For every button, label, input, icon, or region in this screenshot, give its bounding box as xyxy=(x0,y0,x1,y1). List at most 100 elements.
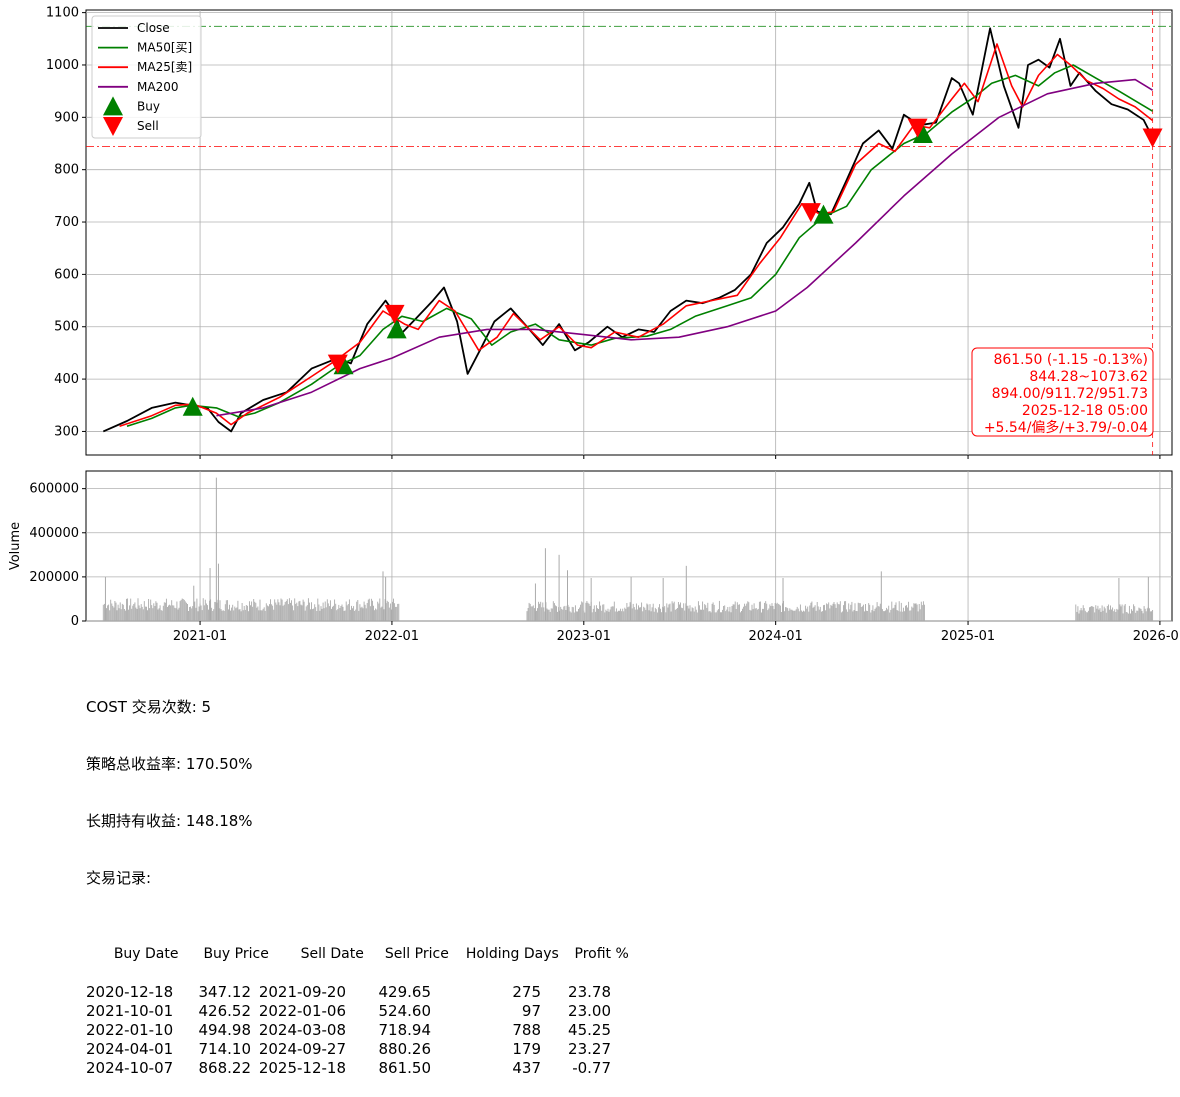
legend-label: MA200 xyxy=(137,80,178,94)
legend-swatch xyxy=(103,96,123,116)
buy-marker xyxy=(386,319,407,339)
trade-cell-buy-date: 2024-10-07 xyxy=(86,1059,174,1077)
header-profit: Profit % xyxy=(574,946,629,962)
buy-marker xyxy=(182,396,203,416)
header-holding-days: Holding Days xyxy=(465,946,559,962)
trade-cell-buy-date: 2021-10-01 xyxy=(86,1002,174,1020)
legend-label: MA50[买] xyxy=(137,41,192,55)
price-panel: 300 400 500 600 700 800 900 1000 1100 Close MA50[… xyxy=(46,6,1173,459)
price-annotation: 861.50 (-1.15 -0.13%)844.28~1073.62894.0… xyxy=(971,347,1154,437)
sell-marker xyxy=(1142,128,1163,148)
price-y-tick-label: 800 xyxy=(54,163,79,178)
annotation-line: 861.50 (-1.15 -0.13%) xyxy=(993,352,1148,368)
price-y-tick-label: 1100 xyxy=(46,6,79,21)
volume-y-axis: 0 200000 400000 600000 xyxy=(29,482,86,629)
price-y-axis: 300 400 500 600 700 800 900 1000 1100 xyxy=(46,6,86,439)
trade-cell-profit: -0.77 xyxy=(572,1059,611,1077)
volume-x-tick-label: 2025-01 xyxy=(941,629,995,644)
trade-cell-holding-days: 179 xyxy=(512,1040,541,1058)
trade-cell-holding-days: 97 xyxy=(521,1002,541,1020)
volume-y-tick-label: 200000 xyxy=(29,570,79,585)
trade-row: 2021-10-01 426.52 2022-01-06 524.60 97 23.00 xyxy=(86,1002,629,1021)
annotation-line: 844.28~1073.62 xyxy=(1029,369,1148,385)
trade-cell-buy-date: 2024-04-01 xyxy=(86,1040,174,1058)
trade-markers xyxy=(182,118,1163,416)
trade-table-body: 2020-12-18 347.12 2021-09-20 429.65 275 23.78… xyxy=(86,983,629,1078)
legend-label: MA25[卖] xyxy=(137,60,192,74)
header-sell-price: Sell Price xyxy=(384,946,449,962)
trade-count: COST 交易次数: 5 xyxy=(86,698,212,716)
volume-y-tick-label: 400000 xyxy=(29,526,79,541)
price-y-tick-label: 700 xyxy=(54,215,79,230)
legend-label: Close xyxy=(137,21,170,35)
volume-x-tick-label: 2023-01 xyxy=(557,629,611,644)
trade-cell-buy-price: 347.12 xyxy=(198,983,252,1001)
header-buy-date: Buy Date xyxy=(113,946,179,962)
buy-marker xyxy=(912,123,933,143)
trade-cell-profit: 23.00 xyxy=(568,1002,611,1020)
trade-cell-buy-date: 2022-01-10 xyxy=(86,1021,174,1039)
price-x-ticks xyxy=(199,455,1161,459)
trade-cell-buy-price: 714.10 xyxy=(198,1040,252,1058)
series-line-ma200 xyxy=(216,78,1154,417)
legend-box xyxy=(91,15,202,139)
buy-hold-return: 长期持有收益: 148.18% xyxy=(86,812,253,830)
trade-cell-profit: 23.27 xyxy=(568,1040,611,1058)
annotation-line: +5.54/偏多/+3.79/-0.04 xyxy=(984,419,1148,436)
header-sell-date: Sell Date xyxy=(300,946,364,962)
trade-cell-holding-days: 437 xyxy=(512,1059,541,1077)
trade-cell-buy-price: 494.98 xyxy=(198,1021,252,1039)
price-y-tick-label: 600 xyxy=(54,267,79,282)
annotation-line: 2025-12-18 05:00 xyxy=(1022,403,1148,419)
price-series xyxy=(102,27,1154,433)
trade-cell-sell-date: 2024-09-27 xyxy=(258,1040,346,1058)
trade-cell-buy-price: 426.52 xyxy=(198,1002,252,1020)
legend: Close MA50[买] MA25[卖] MA200 Buy Sell xyxy=(91,15,202,139)
price-panel-frame xyxy=(85,9,1173,456)
trade-cell-holding-days: 788 xyxy=(512,1021,541,1039)
price-y-tick-label: 400 xyxy=(54,372,79,387)
volume-y-tick-label: 0 xyxy=(71,614,79,629)
sell-marker xyxy=(800,203,821,223)
trade-cell-profit: 45.25 xyxy=(568,1021,611,1039)
trade-log-title: 交易记录: xyxy=(86,869,152,887)
trade-cell-buy-date: 2020-12-18 xyxy=(86,983,174,1001)
volume-x-tick-label: 2024-01 xyxy=(748,629,802,644)
trade-cell-sell-price: 524.60 xyxy=(378,1002,432,1020)
trade-row: 2024-04-01 714.10 2024-09-27 880.26 179 23.27 xyxy=(86,1040,629,1059)
trade-summary: COST 交易次数: 5 策略总收益率: 170.50% 长期持有收益: 148… xyxy=(86,660,629,1097)
trade-cell-buy-price: 868.22 xyxy=(198,1059,252,1077)
volume-axis-label: Volume xyxy=(8,522,23,570)
volume-grid xyxy=(86,471,1172,622)
volume-panel-frame xyxy=(85,470,1173,622)
sell-marker xyxy=(907,118,928,138)
series-line-ma25 xyxy=(119,43,1154,427)
price-y-tick-label: 500 xyxy=(54,320,79,335)
trade-row: 2022-01-10 494.98 2024-03-08 718.94 788 45.25 xyxy=(86,1021,629,1040)
trade-row: 2020-12-18 347.12 2021-09-20 429.65 275 23.78 xyxy=(86,983,629,1002)
trade-cell-sell-date: 2022-01-06 xyxy=(258,1002,346,1020)
trade-cell-sell-date: 2025-12-18 xyxy=(258,1059,346,1077)
volume-y-tick-label: 600000 xyxy=(29,482,79,497)
trade-cell-sell-price: 718.94 xyxy=(378,1021,432,1039)
series-line-close xyxy=(102,27,1154,433)
price-volume-chart: 300 400 500 600 700 800 900 1000 1100 Close MA50[… xyxy=(8,6,1180,644)
legend-swatch xyxy=(103,117,123,136)
series-line-ma50 xyxy=(126,64,1154,427)
buy-marker xyxy=(813,204,834,224)
annotation-box xyxy=(971,347,1154,437)
trade-row: 2024-10-07 868.22 2025-12-18 861.50 437 -0.77 xyxy=(86,1059,629,1078)
sell-marker xyxy=(384,304,405,324)
volume-x-axis: 2021-01 2022-01 2023-01 2024-01 2025-01 2026-… xyxy=(173,621,1180,644)
annotation-line: 894.00/911.72/951.73 xyxy=(992,386,1148,402)
trade-cell-profit: 23.78 xyxy=(568,983,611,1001)
volume-x-tick-label: 2021-01 xyxy=(173,629,227,644)
trade-cell-sell-price: 880.26 xyxy=(378,1040,432,1058)
sell-marker xyxy=(327,354,348,374)
trade-cell-holding-days: 275 xyxy=(512,983,541,1001)
volume-bars xyxy=(102,477,1154,621)
trade-table-header: Buy Date Buy Price Sell Date Sell Price Hold… xyxy=(86,926,629,962)
legend-label: Sell xyxy=(137,119,159,133)
volume-x-tick-label: 2026-01 xyxy=(1133,629,1180,644)
price-y-tick-label: 1000 xyxy=(46,58,79,73)
